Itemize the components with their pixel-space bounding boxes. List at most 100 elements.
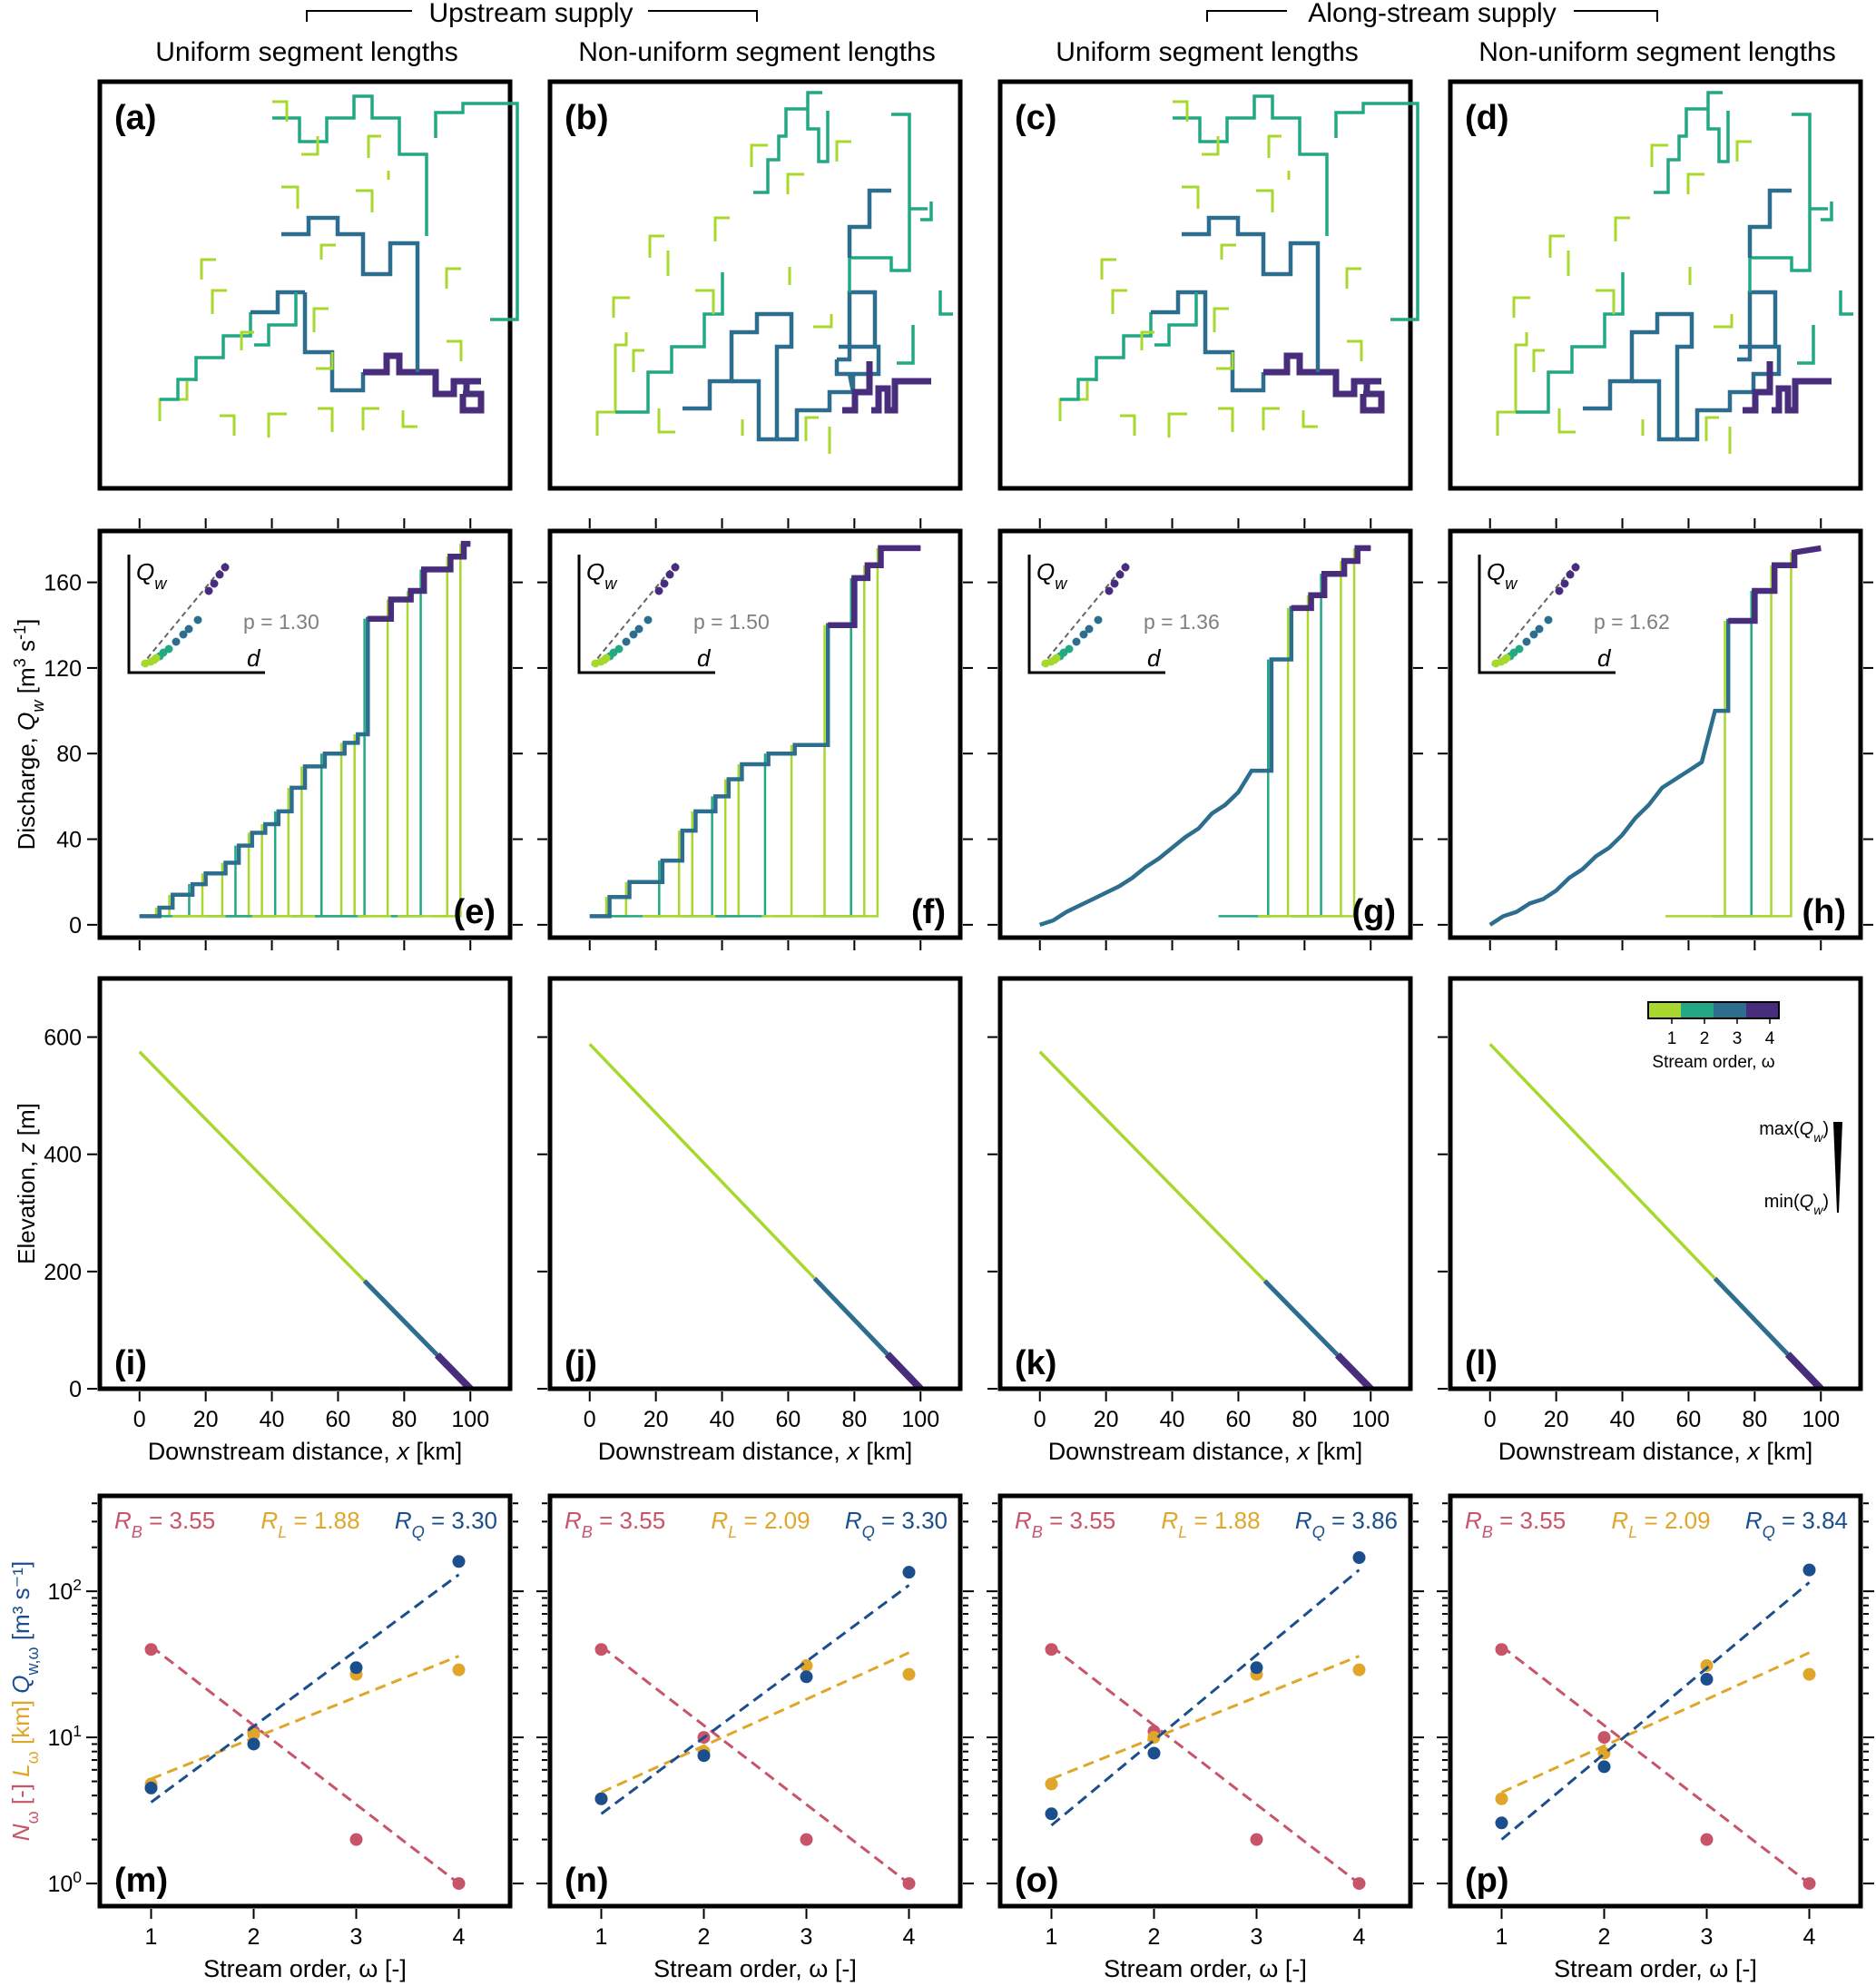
x-tick-label: 100 [1802,1407,1840,1432]
tributary-line [139,894,171,918]
inset-point [622,637,631,646]
panel-frame [547,1493,963,1909]
panel-frame [547,976,963,1391]
inset-p-value: p = 1.62 [1594,610,1670,634]
colorbar-segment [1681,1002,1714,1018]
network-panel-a: (a) [97,79,519,491]
x-tick-label: 0 [133,1407,146,1432]
fit-line-L [1050,1655,1360,1781]
x-axis-label: Downstream distance, x [km] [1048,1438,1363,1465]
panel-label: (d) [1465,99,1509,137]
RB-label: RB = 3.55 [1465,1507,1566,1541]
inset-point [1121,563,1130,572]
x-tick-label: 100 [451,1407,489,1432]
panel-label: (e) [454,893,496,931]
tributary-line [708,764,741,918]
inset-point [1072,637,1081,646]
inset-point [221,563,230,572]
panel-frame [1448,79,1863,491]
inset-xlabel: d [247,644,261,672]
inset-fit-line [1491,561,1578,666]
colorbar-tick-label: 2 [1700,1029,1710,1048]
group-bracket-alongstream [1206,10,1658,22]
panel-label: (c) [1015,99,1056,137]
fit-line-Q [150,1573,460,1804]
x-tick-label: 80 [1742,1407,1767,1432]
inset-xlabel: d [1147,644,1162,672]
inset-point [1110,579,1119,588]
tributary-line [1711,591,1753,918]
y-tick-label: 160 [44,571,82,596]
x-tick-label: 20 [1094,1407,1119,1432]
tributary-line [761,744,793,918]
inset-point [1555,586,1564,595]
panel-frame [97,1493,513,1909]
x-tick-label: 20 [643,1407,669,1432]
colorbar-segment [1746,1002,1779,1018]
point-L [1802,1667,1816,1681]
point-L [247,1727,260,1741]
inset-ylabel: Qw [586,558,618,593]
elevation-panel-3: 0 20 40 60 80 100 Downstream distance, x [km] (… [987,976,1413,1465]
y-tick-label: 101 [47,1722,82,1751]
x-tick-label: 4 [453,1924,466,1950]
colorbar-frame [1647,1001,1780,1019]
x-tick-label: 80 [1292,1407,1317,1432]
legend: 1 2 3 4 Stream order, ω max(Qw) min(Qw) [1647,1001,1842,1217]
x-tick-label: 1 [145,1924,158,1950]
group-label-alongstream: Along-stream supply [1308,0,1556,28]
fit-line-L [150,1655,460,1781]
x-tick-label: 100 [901,1407,939,1432]
tributary-line [358,599,389,918]
inset-ylabel: Qw [1487,558,1518,593]
inset-point [1529,630,1538,639]
point-Q [1352,1551,1366,1565]
inset-point [164,644,173,654]
tributary-line [291,742,343,918]
point-Q [1045,1807,1058,1821]
point-L [902,1667,916,1681]
colorbar-tick-label: 3 [1733,1029,1743,1048]
inset-point [614,644,624,654]
point-N [1352,1877,1366,1891]
x-tick-label: 2 [698,1924,711,1950]
inset-point [1515,644,1524,654]
x-tick-label: 1 [1046,1924,1058,1950]
panel-frame [97,976,513,1391]
tributary-line [139,884,191,918]
tributary-line [258,787,290,918]
inset-point [1571,563,1580,572]
RL-label: RL = 1.88 [260,1507,359,1541]
point-N [1495,1643,1508,1657]
horton-panel-2: 1 2 3 4 Stream order, ω [-] RB = 3.55 RL = 2.0… [536,1493,974,1982]
y-tick-label: 200 [44,1260,82,1285]
point-Q [1700,1673,1714,1686]
x-tick-label: 20 [1544,1407,1569,1432]
tributary-line [398,556,448,918]
inset-fit-line [591,561,678,666]
fit-line-Q [1050,1568,1360,1827]
inset-point [184,624,193,634]
tributary-line [390,569,422,918]
panel-frame [1448,1493,1863,1909]
x-axis-label: Stream order, ω [-] [653,1955,857,1982]
point-Q [452,1555,466,1568]
x-tick-label: 4 [1353,1924,1366,1950]
column-title-2: Non-uniform segment lengths [578,37,936,67]
x-tick-label: 4 [1803,1924,1816,1950]
inset-fit-line [1041,561,1128,666]
panel-label: (b) [565,99,609,137]
point-L [1045,1777,1058,1791]
inset-point [654,586,663,595]
point-Q [594,1792,608,1805]
tributary-line [205,845,237,918]
point-N [1045,1643,1058,1657]
inset-point [1566,570,1575,579]
x-axis-label: Downstream distance, x [km] [1498,1438,1813,1465]
point-N [1250,1833,1263,1846]
inset-point [665,570,674,579]
width-max-label: max(Qw) [1759,1119,1829,1145]
y-tick-label: 400 [44,1143,82,1168]
inset-point [1065,644,1074,654]
